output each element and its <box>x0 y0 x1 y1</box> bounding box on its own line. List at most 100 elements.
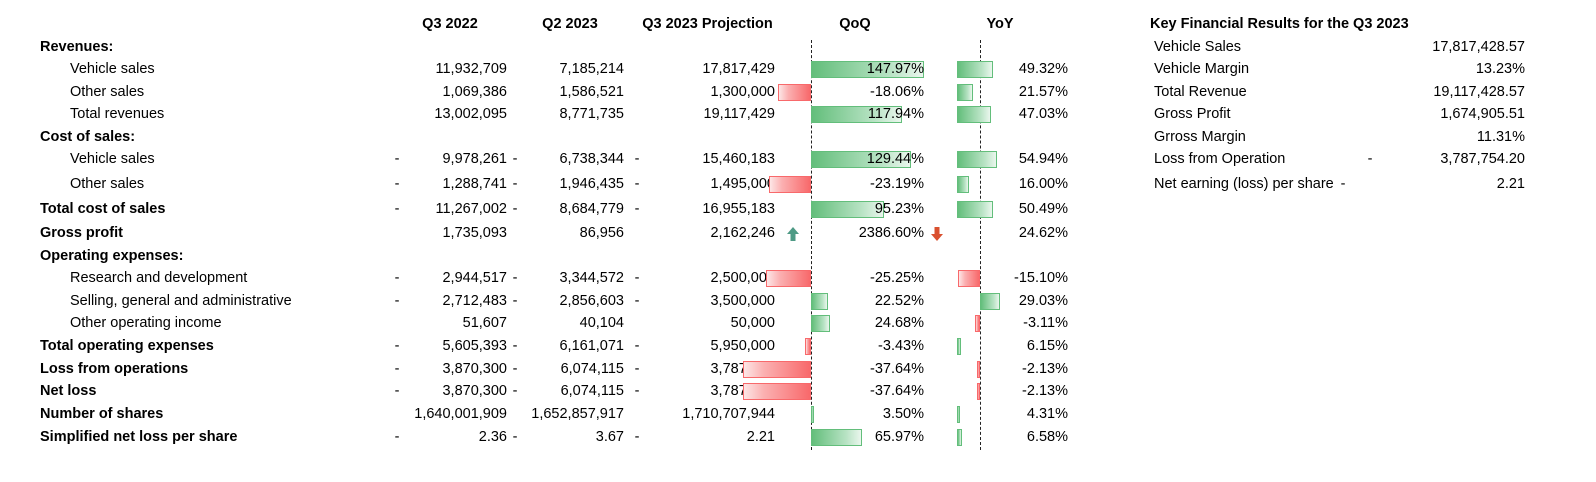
qoq-data-bar <box>743 383 811 400</box>
key-result-row: Gross Profit 1,674,905.51 <box>1140 103 1540 126</box>
qoq-data-bar <box>811 151 911 168</box>
negative-dash: - <box>394 201 400 217</box>
cell-projection: 2.21 <box>746 429 775 445</box>
cell-yoy: -3.11% <box>1023 315 1068 331</box>
negative-dash: - <box>634 201 640 217</box>
key-result-label: Loss from Operation <box>1154 151 1286 167</box>
header-yoy: YoY <box>986 16 1014 32</box>
negative-dash: - <box>512 201 518 217</box>
cell-yoy: 50.49% <box>1018 201 1068 217</box>
row-label: Vehicle sales <box>70 61 155 77</box>
cell-qoq: -37.64% <box>869 361 924 377</box>
cell-yoy: 29.03% <box>1018 293 1068 309</box>
qoq-data-bar <box>811 201 885 218</box>
negative-dash: - <box>394 338 400 354</box>
cell-qoq: -23.19% <box>869 176 924 192</box>
cell-qoq: -18.06% <box>869 84 924 100</box>
cell-q2-2023: 2,856,603 <box>559 293 624 309</box>
key-result-label: Net earning (loss) per share <box>1154 176 1334 192</box>
cell-qoq: 95.23% <box>874 201 924 217</box>
header-q3-2022: Q3 2022 <box>422 16 478 32</box>
cell-projection: 16,955,183 <box>702 201 775 217</box>
cell-q3-2022: 13,002,095 <box>434 106 507 122</box>
negative-dash: - <box>394 429 400 445</box>
cell-yoy: 21.57% <box>1018 84 1068 100</box>
yoy-data-bar <box>957 201 994 218</box>
cell-projection: 1,495,000 <box>710 176 775 192</box>
qoq-data-bar <box>811 61 924 78</box>
yoy-data-bar <box>976 361 980 378</box>
key-result-label: Grross Margin <box>1154 129 1246 145</box>
cell-yoy: 54.94% <box>1018 151 1068 167</box>
cell-yoy: -15.10% <box>1013 270 1068 286</box>
key-result-value: 13.23% <box>1475 61 1525 77</box>
row-label: Other sales <box>70 176 145 192</box>
cell-qoq: 22.52% <box>874 293 924 309</box>
cell-q3-2022: 11,267,002 <box>435 201 508 217</box>
row-label: Loss from operations <box>40 361 189 377</box>
negative-dash: - <box>512 361 518 377</box>
table-row: Simplified net loss per share -2.36-3.67-… <box>0 426 1110 449</box>
qoq-axis <box>811 40 812 450</box>
row-label: Other sales <box>70 84 145 100</box>
cell-q2-2023: 86,956 <box>579 225 624 241</box>
cell-qoq: -3.43% <box>878 338 924 354</box>
negative-dash: - <box>512 293 518 309</box>
negative-dash: - <box>512 270 518 286</box>
cell-q2-2023: 1,586,521 <box>559 84 624 100</box>
row-label: Operating expenses: <box>40 248 184 264</box>
row-label: Total operating expenses <box>40 338 214 354</box>
table-row: Other sales -1,288,741-1,946,435-1,495,00… <box>0 173 1110 196</box>
qoq-data-bar <box>811 429 862 446</box>
cell-qoq: 129.44% <box>866 151 924 167</box>
key-result-label: Vehicle Margin <box>1154 61 1250 77</box>
cell-projection: 1,300,000 <box>710 84 775 100</box>
qoq-data-bar <box>811 315 830 332</box>
yoy-data-bar <box>957 406 961 423</box>
cell-q2-2023: 1,652,857,917 <box>531 406 624 422</box>
negative-dash: - <box>394 176 400 192</box>
qoq-data-bar <box>811 106 902 123</box>
negative-dash: - <box>634 338 640 354</box>
cell-qoq: 2386.60% <box>858 225 924 241</box>
key-result-label: Gross Profit <box>1154 106 1231 122</box>
row-label: Number of shares <box>40 406 164 422</box>
cell-qoq: -25.25% <box>869 270 924 286</box>
negative-dash: - <box>634 293 640 309</box>
qoq-data-bar <box>765 270 811 287</box>
yoy-data-bar <box>957 61 993 78</box>
cell-qoq: 24.68% <box>874 315 924 331</box>
cell-q2-2023: 6,074,115 <box>560 383 624 399</box>
table-row: Other sales 1,069,386 1,586,521 1,300,000 -1… <box>0 81 1110 104</box>
key-result-value: 11.31% <box>1476 129 1525 145</box>
table-row: Selling, general and administrative -2,71… <box>0 290 1110 313</box>
cell-q3-2022: 1,735,093 <box>442 225 507 241</box>
cell-projection: 15,460,183 <box>702 151 775 167</box>
key-results-title: Key Financial Results for the Q3 2023 <box>1150 16 1409 32</box>
cell-q3-2022: 11,932,709 <box>435 61 508 77</box>
cell-q2-2023: 8,771,735 <box>559 106 624 122</box>
table-row: Total revenues 13,002,095 8,771,735 19,117,… <box>0 103 1110 126</box>
qoq-data-bar <box>811 293 829 310</box>
row-label: Total cost of sales <box>40 201 166 217</box>
negative-dash: - <box>512 176 518 192</box>
cell-q2-2023: 6,161,071 <box>559 338 624 354</box>
yoy-data-bar <box>958 270 980 287</box>
table-row: Operating expenses: <box>0 245 1110 268</box>
cell-q2-2023: 1,946,435 <box>559 176 624 192</box>
cell-q2-2023: 40,104 <box>579 315 624 331</box>
yoy-data-bar <box>957 84 973 101</box>
yoy-data-bar <box>975 315 980 332</box>
key-result-value: 17,817,428.57 <box>1432 39 1525 55</box>
row-label: Net loss <box>40 383 97 399</box>
cell-qoq: 65.97% <box>874 429 924 445</box>
cell-q2-2023: 3,344,572 <box>559 270 624 286</box>
yoy-data-bar <box>957 338 962 355</box>
cell-q3-2022: 1,288,741 <box>442 176 507 192</box>
table-row: Net loss-3,870,300-6,074,115-3,787,754-3… <box>0 380 1110 403</box>
cell-q3-2022: 5,605,393 <box>442 338 507 354</box>
negative-dash: - <box>634 270 640 286</box>
cell-q2-2023: 3.67 <box>595 429 624 445</box>
row-label: Total revenues <box>70 106 165 122</box>
yoy-data-bar <box>957 176 969 193</box>
